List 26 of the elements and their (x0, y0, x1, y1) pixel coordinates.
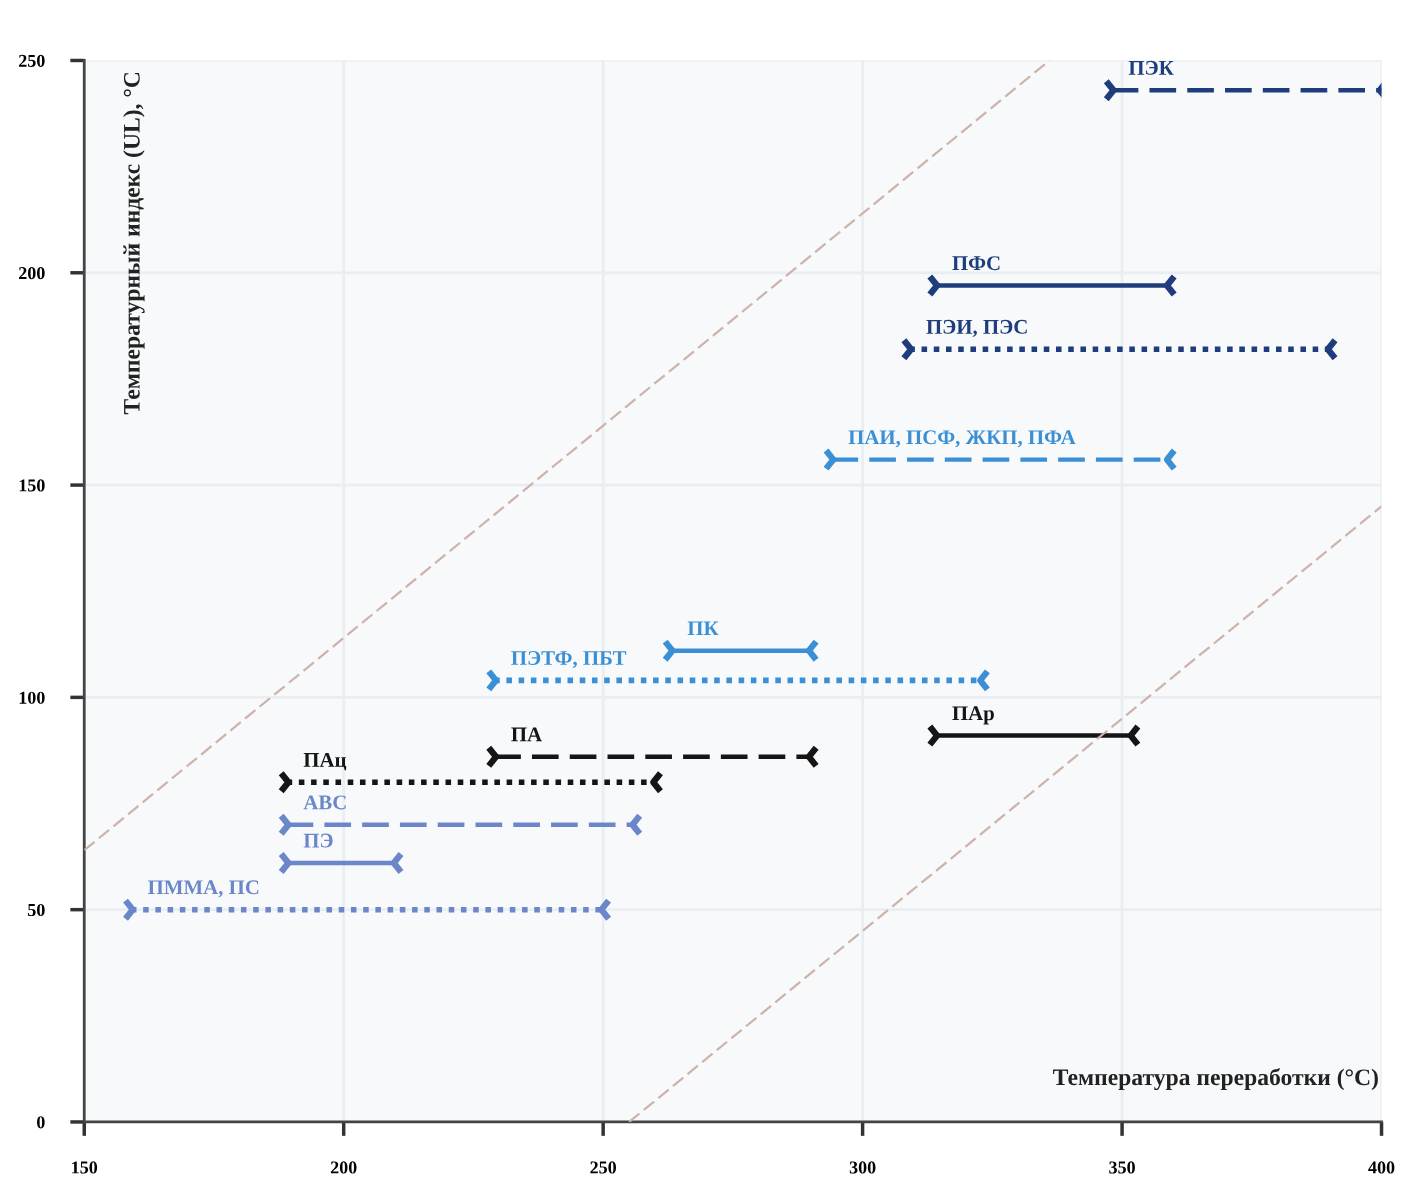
y-tick-label: 0 (37, 1116, 45, 1129)
series-label: ПА (511, 727, 542, 742)
series-label: ПЭ (303, 833, 333, 848)
series-label: ПЭТФ, ПБТ (511, 651, 627, 669)
x-axis-title: Температура переработки (°C) (1053, 1068, 1378, 1091)
series-label: ПФС (952, 256, 1000, 271)
series-label: ПАц (303, 752, 347, 771)
series-label: ПАИ, ПСФ, ЖКП, ПФА (848, 430, 1076, 448)
y-tick-label: 250 (19, 54, 45, 67)
x-tick-label: 300 (849, 1161, 876, 1174)
y-tick-label: 50 (28, 903, 45, 917)
x-tick-label: 350 (1109, 1161, 1135, 1174)
y-tick-label: 100 (19, 691, 45, 704)
series-label: ПЭИ, ПЭС (926, 319, 1027, 337)
series-label: ПК (687, 621, 719, 636)
y-tick-label: 150 (19, 479, 45, 492)
series-label: ПАр (952, 706, 994, 725)
y-axis-title: Температурный индекс (UL), °C (123, 72, 145, 415)
x-tick-label: 200 (330, 1161, 357, 1174)
x-tick-label: 150 (72, 1161, 98, 1174)
series-label: ПММА, ПС (148, 880, 259, 898)
y-tick-label: 200 (19, 267, 45, 280)
x-tick-label: 400 (1368, 1161, 1395, 1174)
series-label: ПЭК (1128, 60, 1174, 75)
x-tick-label: 250 (590, 1161, 617, 1174)
series-label: АВС (303, 795, 346, 810)
